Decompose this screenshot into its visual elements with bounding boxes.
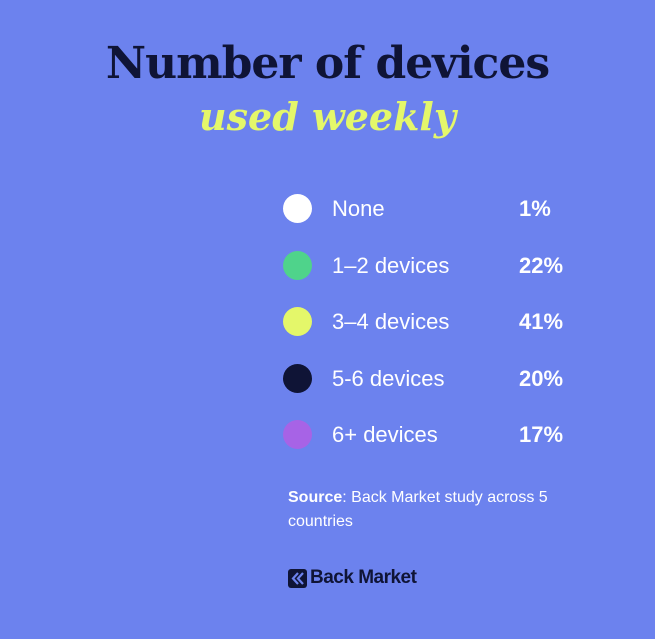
legend-value: 20% <box>519 365 564 391</box>
legend-value: 41% <box>519 309 564 334</box>
legend-row: 1–2 devices 22% <box>283 245 603 285</box>
legend-dot <box>283 420 312 449</box>
legend-row: 3–4 devices 41% <box>283 301 603 341</box>
legend-value: 1% <box>519 196 551 221</box>
legend-value: 17% <box>519 422 564 447</box>
chart-subtitle: used weekly <box>199 94 456 139</box>
source-note: Source: Back Market study across 5 count… <box>288 486 588 534</box>
chart-title: Number of devices <box>105 38 550 89</box>
legend-dot <box>283 194 312 223</box>
legend-dot <box>283 363 312 393</box>
legend-label: 6+ devices <box>332 422 438 447</box>
legend-row: 6+ devices 17% <box>283 414 603 454</box>
legend-value: 22% <box>519 252 564 278</box>
legend-label: None <box>332 196 385 221</box>
legend-label: 1–2 devices <box>332 252 450 278</box>
legend-dot <box>283 250 312 280</box>
brand-logo: Back Market <box>288 566 417 590</box>
device-legend: None 1% 1–2 devices 22% 3–4 devices 41% 5-6 de… <box>283 188 603 458</box>
source-label: Source <box>288 489 343 506</box>
brand-name: Back Market <box>310 567 417 588</box>
legend-row: None 1% <box>283 188 603 228</box>
source-text: : Back Market study across 5 countries <box>288 489 548 530</box>
back-market-logo-icon <box>288 568 307 588</box>
legend-label: 5-6 devices <box>332 365 445 391</box>
legend-row: 5-6 devices 20% <box>283 358 603 398</box>
legend-dot <box>283 307 312 336</box>
legend-label: 3–4 devices <box>332 309 450 334</box>
